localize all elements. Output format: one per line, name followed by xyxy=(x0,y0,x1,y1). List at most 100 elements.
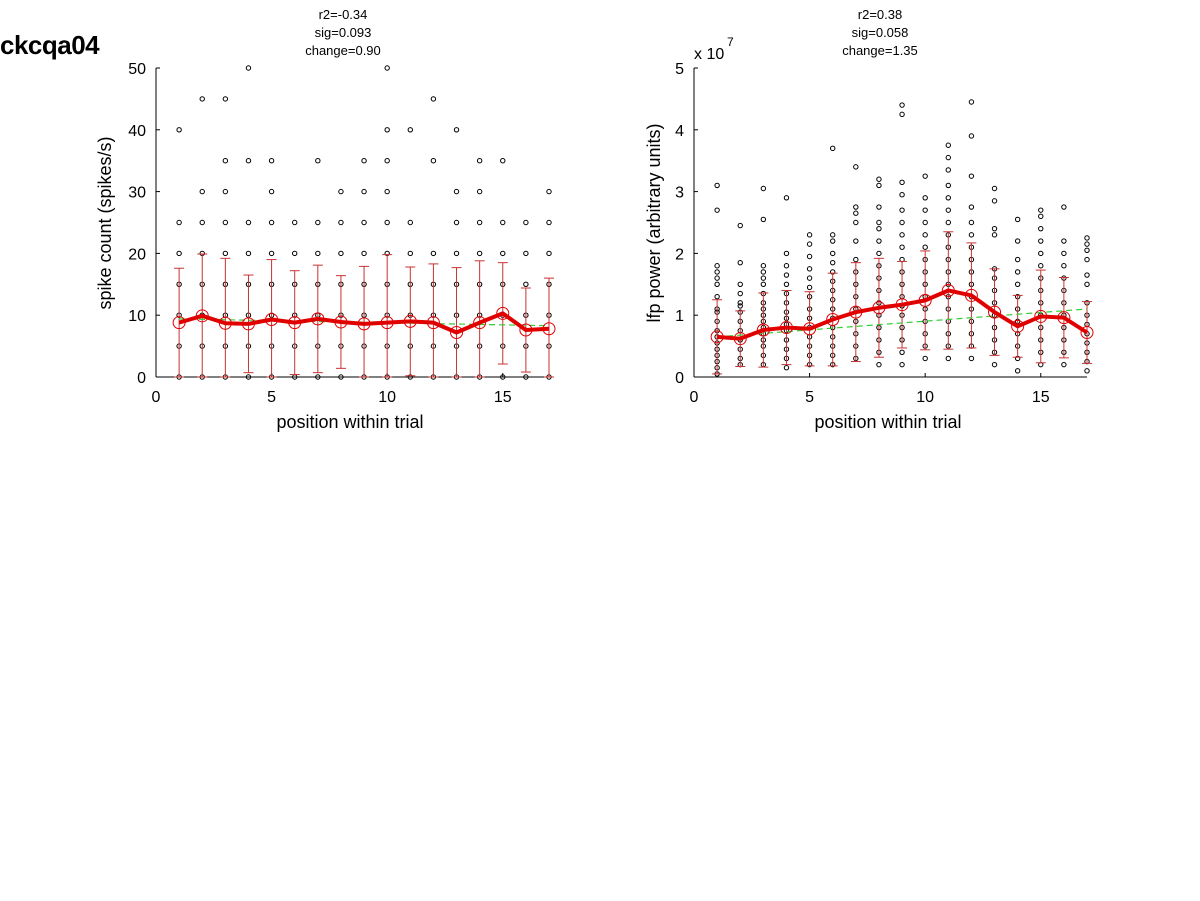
data-point xyxy=(876,361,882,368)
data-point xyxy=(500,219,506,226)
data-point xyxy=(1084,281,1090,287)
mean-line xyxy=(178,311,550,335)
data-point xyxy=(268,158,275,164)
mean-marker xyxy=(779,321,793,335)
data-point xyxy=(945,167,951,173)
data-point xyxy=(199,219,205,226)
y-tick-label: 3 xyxy=(675,185,684,202)
data-point xyxy=(1084,247,1090,254)
data-point xyxy=(806,275,813,281)
x-tick-label: 15 xyxy=(494,389,512,406)
mean-marker xyxy=(941,283,955,297)
x-axis-label: position within trial xyxy=(814,412,961,432)
data-point xyxy=(500,374,506,380)
data-point xyxy=(991,232,998,238)
mean-marker xyxy=(826,313,840,327)
data-point xyxy=(783,365,790,371)
mean-marker xyxy=(195,309,209,323)
data-point xyxy=(853,238,859,244)
data-point xyxy=(714,281,720,287)
data-point xyxy=(968,173,975,179)
plot-area-1: 0 5 10 15 0 10 20 30 40 50 xyxy=(128,61,556,406)
data-point xyxy=(945,142,951,148)
data-point xyxy=(991,225,998,232)
figure-label: ckcqa04 xyxy=(0,30,100,60)
data-point xyxy=(1014,256,1021,263)
data-point xyxy=(806,253,813,260)
data-point xyxy=(245,158,252,164)
data-point xyxy=(760,185,767,192)
mean-marker xyxy=(895,298,909,312)
data-point xyxy=(1014,269,1021,275)
data-point xyxy=(430,158,437,164)
data-point xyxy=(338,250,344,257)
data-point xyxy=(338,219,344,226)
data-point xyxy=(222,250,229,257)
data-point xyxy=(1014,281,1021,287)
mean-marker xyxy=(403,314,417,328)
data-point xyxy=(737,281,743,287)
mean-marker xyxy=(1034,309,1048,323)
data-point xyxy=(361,188,367,195)
data-point xyxy=(830,145,836,152)
mean-marker xyxy=(803,322,817,336)
data-point xyxy=(991,361,998,368)
data-point xyxy=(430,250,437,257)
mean-marker xyxy=(872,301,886,315)
y-tick-label: 1 xyxy=(675,308,684,325)
data-point xyxy=(899,244,905,250)
data-point xyxy=(1038,207,1044,213)
data-point xyxy=(1038,213,1044,220)
mean-marker xyxy=(918,293,932,307)
data-point xyxy=(737,290,743,297)
title-line-3: change=0.90 xyxy=(305,43,381,58)
y-tick-label: 0 xyxy=(137,370,146,387)
data-point xyxy=(806,284,813,291)
data-point xyxy=(338,188,344,195)
mean-marker xyxy=(849,305,863,319)
data-point xyxy=(361,158,367,164)
data-point xyxy=(1061,238,1067,244)
y-tick-label: 10 xyxy=(128,308,146,325)
data-point xyxy=(899,207,905,213)
data-point xyxy=(876,182,882,189)
x-tick-label: 10 xyxy=(916,389,934,406)
y-exponent-power: 7 xyxy=(727,35,734,49)
data-point xyxy=(384,65,390,71)
x-tick-label: 5 xyxy=(805,389,814,406)
title-line-2: sig=0.093 xyxy=(315,25,372,40)
data-point xyxy=(899,179,905,186)
data-point xyxy=(1038,225,1044,232)
x-tick-label: 10 xyxy=(378,389,396,406)
mean-marker xyxy=(756,323,770,337)
data-point xyxy=(268,250,275,257)
data-point xyxy=(922,207,928,213)
data-point xyxy=(315,374,321,380)
data-point xyxy=(1084,241,1090,247)
data-point xyxy=(922,244,928,250)
mean-marker xyxy=(1011,319,1025,333)
data-point xyxy=(476,219,483,226)
data-point xyxy=(453,188,460,195)
data-point xyxy=(991,185,998,192)
data-point xyxy=(476,250,483,257)
mean-marker xyxy=(496,306,510,320)
data-point xyxy=(968,99,975,105)
data-point xyxy=(476,158,483,164)
mean-line xyxy=(716,288,1089,341)
data-point xyxy=(899,361,905,368)
data-point xyxy=(737,259,743,266)
panel-spike-count: r2=-0.34 sig=0.093 change=0.90 0 5 10 15 0 10… xyxy=(95,7,556,432)
data-point xyxy=(783,263,790,269)
mean-marker xyxy=(542,322,556,336)
data-point xyxy=(991,198,998,204)
data-point xyxy=(876,238,882,244)
y-exponent-label: x 10 xyxy=(694,46,724,63)
mean-marker xyxy=(450,326,464,340)
data-point xyxy=(546,219,552,226)
data-point xyxy=(1084,235,1090,241)
data-point xyxy=(830,232,836,238)
data-point xyxy=(968,204,975,210)
data-point xyxy=(222,188,229,195)
data-point xyxy=(806,241,813,247)
